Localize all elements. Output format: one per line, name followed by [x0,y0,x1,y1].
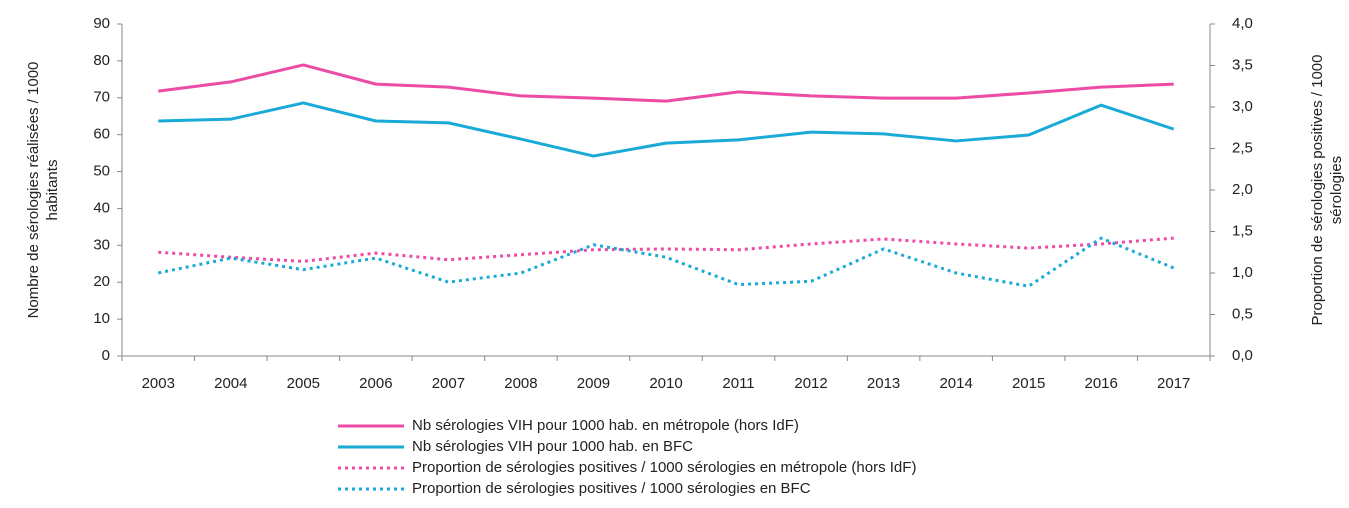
x-tick-label: 2007 [432,375,465,392]
y-tick-label: 40 [93,199,110,216]
y2-tick-label: 0,0 [1232,347,1253,364]
y-axis-title-line: Nombre de sérologies réalisées / 1000 [25,62,42,319]
y2-tick-label: 3,5 [1232,56,1253,73]
x-tick-label: 2010 [649,375,682,392]
y-tick-label: 90 [93,15,110,32]
x-tick-label: 2005 [287,375,320,392]
y-tick-label: 30 [93,236,110,253]
legend-label: Proportion de sérologies positives / 100… [412,459,916,476]
x-tick-label: 2006 [359,375,392,392]
legend-label: Nb sérologies VIH pour 1000 hab. en BFC [412,438,693,455]
legend-label: Proportion de sérologies positives / 100… [412,480,811,497]
y-tick-label: 70 [93,89,110,106]
y2-axis-title: Proportion de sérologies positives / 100… [1309,55,1345,326]
x-tick-label: 2017 [1157,375,1190,392]
y-tick-label: 0 [102,347,110,364]
x-tick-label: 2008 [504,375,537,392]
x-tick-label: 2004 [214,375,247,392]
series-line [157,236,1175,288]
x-tick-label: 2012 [794,375,827,392]
x-tick-label: 2015 [1012,375,1045,392]
x-tick-label: 2003 [142,375,175,392]
y-axis-title-line: habitants [44,160,61,221]
y2-tick-label: 2,0 [1232,181,1253,198]
series-line [158,101,1175,158]
y2-tick-label: 3,0 [1232,98,1253,115]
x-tick-label: 2009 [577,375,610,392]
series-line [158,236,1174,263]
series-line [158,63,1174,103]
y2-tick-label: 1,5 [1232,222,1253,239]
x-tick-label: 2016 [1085,375,1118,392]
y-axis-title: Nombre de sérologies réalisées / 1000 hab… [25,62,61,319]
y-tick-label: 20 [93,273,110,290]
y2-tick-label: 0,5 [1232,305,1253,322]
legend-label: Nb sérologies VIH pour 1000 hab. en métr… [412,417,799,434]
y2-axis-title-line: Proportion de sérologies positives / 100… [1309,55,1326,326]
x-tick-label: 2013 [867,375,900,392]
y2-axis-title-line: sérologies [1328,156,1345,224]
x-tick-label: 2011 [722,375,754,392]
x-tick-label: 2014 [939,375,972,392]
y-tick-label: 10 [93,310,110,327]
y2-tick-label: 1,0 [1232,264,1253,281]
y2-tick-label: 2,5 [1232,139,1253,156]
y-tick-label: 80 [93,52,110,69]
y-tick-label: 50 [93,163,110,180]
y-tick-label: 60 [93,126,110,143]
y2-tick-label: 4,0 [1232,15,1253,32]
